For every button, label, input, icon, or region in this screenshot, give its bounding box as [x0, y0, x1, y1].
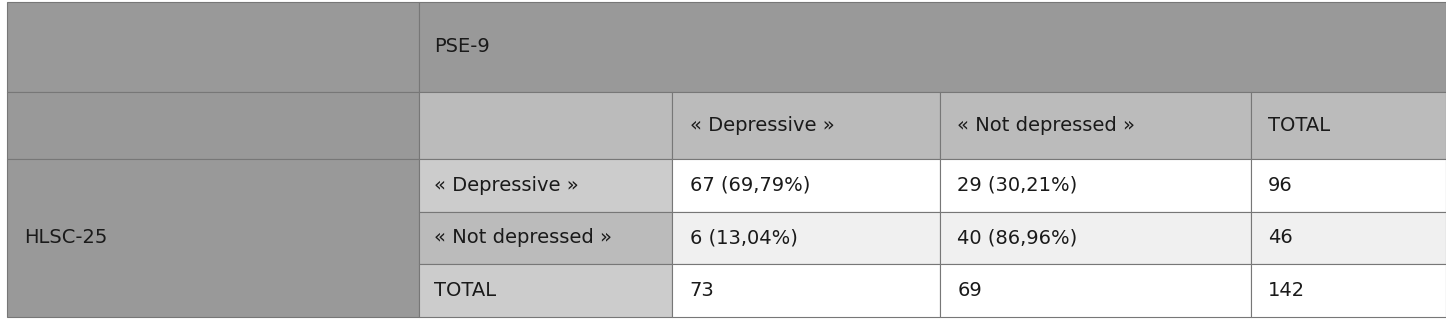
Bar — [940, 92, 1251, 159]
Text: TOTAL: TOTAL — [1268, 116, 1330, 135]
Bar — [7, 159, 419, 317]
Bar — [419, 2, 1446, 92]
Bar — [1251, 212, 1446, 264]
Text: « Depressive »: « Depressive » — [690, 116, 834, 135]
Text: 67 (69,79%): 67 (69,79%) — [690, 176, 810, 195]
Bar — [672, 159, 940, 212]
Bar — [419, 212, 672, 264]
Text: « Not depressed »: « Not depressed » — [434, 228, 612, 247]
Text: « Not depressed »: « Not depressed » — [957, 116, 1135, 135]
Text: TOTAL: TOTAL — [434, 281, 496, 300]
Bar — [672, 212, 940, 264]
Bar — [940, 264, 1251, 317]
Text: 69: 69 — [957, 281, 982, 300]
Text: 73: 73 — [690, 281, 714, 300]
Bar — [1251, 159, 1446, 212]
Bar — [7, 92, 419, 159]
Bar — [7, 2, 419, 92]
Text: « Depressive »: « Depressive » — [434, 176, 578, 195]
Text: PSE-9: PSE-9 — [434, 37, 490, 56]
Text: 46: 46 — [1268, 228, 1293, 247]
Text: 6 (13,04%): 6 (13,04%) — [690, 228, 798, 247]
Bar — [672, 92, 940, 159]
Text: 96: 96 — [1268, 176, 1293, 195]
Bar — [419, 159, 672, 212]
Bar — [419, 264, 672, 317]
Bar — [1251, 92, 1446, 159]
Bar — [940, 212, 1251, 264]
Text: 29 (30,21%): 29 (30,21%) — [957, 176, 1077, 195]
Text: 40 (86,96%): 40 (86,96%) — [957, 228, 1077, 247]
Bar — [419, 92, 672, 159]
Bar — [672, 264, 940, 317]
Text: 142: 142 — [1268, 281, 1306, 300]
Bar — [940, 159, 1251, 212]
Text: HLSC-25: HLSC-25 — [25, 228, 108, 247]
Bar — [1251, 264, 1446, 317]
